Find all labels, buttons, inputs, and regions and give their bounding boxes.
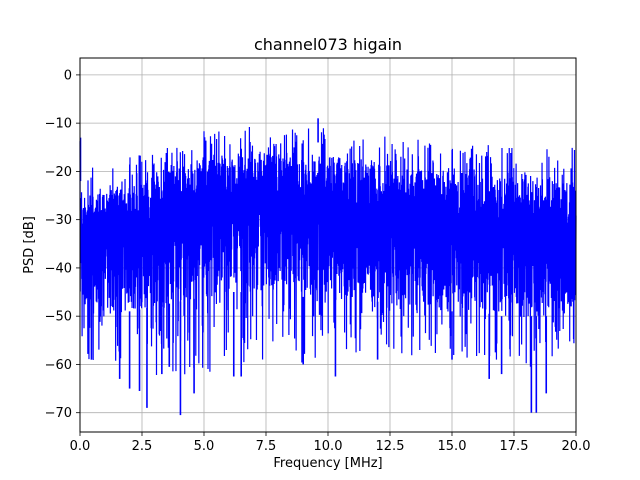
x-tick-label: 12.5: [376, 439, 405, 454]
x-tick-label: 20.0: [562, 439, 591, 454]
x-tick-label: 2.5: [132, 439, 153, 454]
y-tick-label: 0: [64, 68, 72, 83]
x-tick-label: 10.0: [314, 439, 343, 454]
y-tick-label: −30: [45, 213, 72, 228]
chart-title: channel073 higain: [254, 35, 402, 54]
x-tick-label: 17.5: [500, 439, 529, 454]
x-tick-label: 0.0: [70, 439, 91, 454]
y-tick-label: −60: [45, 358, 72, 373]
psd-trace: [79, 126, 577, 375]
x-axis: 0.0 2.5 5.0 7.5 10.0 12.5 15.0 17.5 20.0: [70, 432, 591, 454]
y-tick-label: −40: [45, 261, 72, 276]
y-tick-label: −50: [45, 310, 72, 325]
y-axis: 0 −10 −20 −30 −40 −50 −60 −70: [45, 68, 80, 421]
y-tick-label: −70: [45, 406, 72, 421]
y-axis-label: PSD [dB]: [22, 216, 37, 274]
x-tick-label: 7.5: [256, 439, 277, 454]
series-line: [79, 118, 577, 416]
x-tick-label: 5.0: [194, 439, 215, 454]
x-axis-label: Frequency [MHz]: [273, 456, 382, 471]
y-tick-label: −20: [45, 165, 72, 180]
y-tick-label: −10: [45, 117, 72, 132]
x-tick-label: 15.0: [438, 439, 467, 454]
